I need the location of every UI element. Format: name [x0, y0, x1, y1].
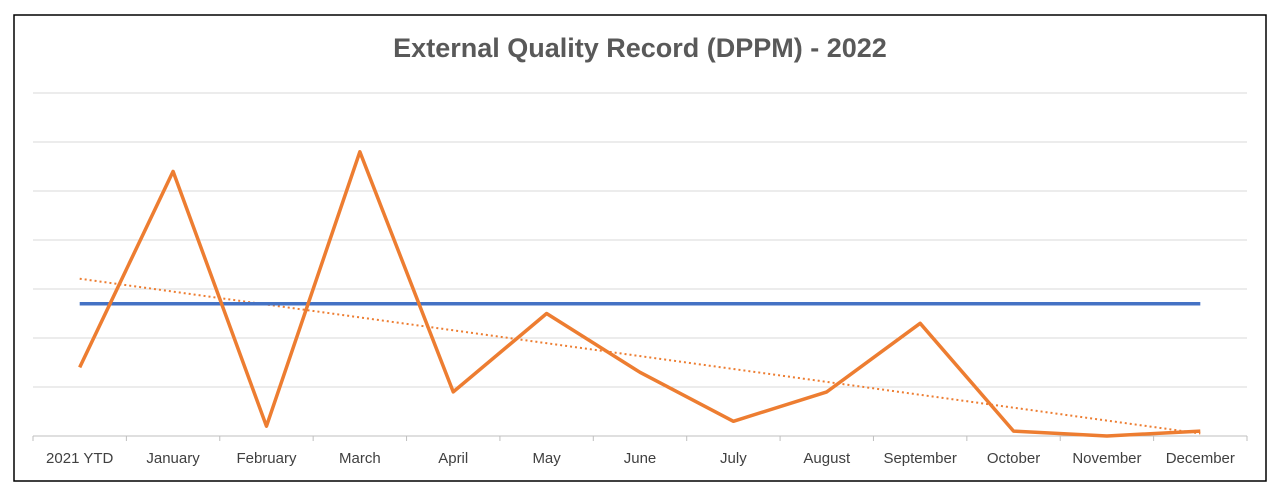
x-tick-label: December: [1166, 450, 1235, 467]
series-line: [78, 150, 1201, 438]
x-tick-label: April: [438, 450, 468, 467]
x-tick-label: November: [1072, 450, 1141, 467]
x-tick-label: May: [532, 450, 561, 467]
x-tick-label: February: [236, 450, 297, 467]
x-tick-label: September: [883, 450, 956, 467]
x-tick-label: October: [987, 450, 1040, 467]
x-tick-label: January: [146, 450, 200, 467]
x-tick-label: June: [624, 450, 657, 467]
trendline: [79, 277, 1201, 435]
x-tick-label: March: [339, 450, 381, 467]
x-tick-label: August: [803, 450, 851, 467]
x-tick-label: 2021 YTD: [46, 450, 113, 467]
x-tick-label: July: [720, 450, 747, 467]
chart-title: External Quality Record (DPPM) - 2022: [393, 33, 887, 63]
